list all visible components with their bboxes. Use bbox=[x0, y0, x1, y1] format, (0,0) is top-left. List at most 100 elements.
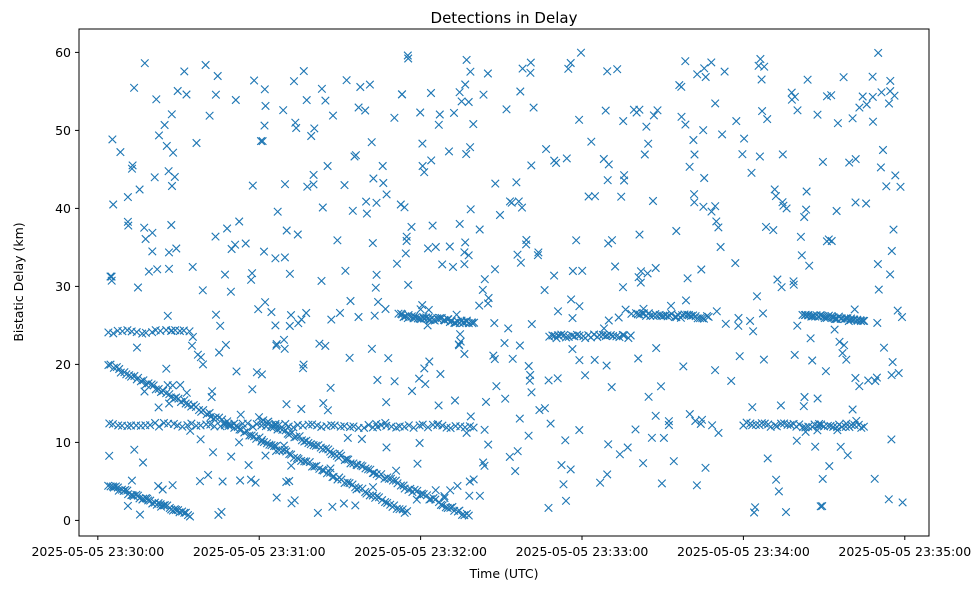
y-axis-label: Bistatic Delay (km) bbox=[11, 222, 26, 341]
data-point bbox=[516, 258, 526, 267]
data-point bbox=[868, 117, 878, 126]
data-point bbox=[211, 232, 220, 241]
data-point bbox=[372, 270, 381, 279]
data-point bbox=[534, 248, 543, 257]
data-point bbox=[852, 416, 861, 426]
data-point bbox=[382, 398, 391, 407]
data-point bbox=[805, 261, 814, 270]
data-point bbox=[634, 273, 643, 282]
data-point bbox=[138, 458, 148, 467]
data-point bbox=[210, 422, 219, 431]
data-point bbox=[280, 180, 290, 189]
data-point bbox=[415, 438, 424, 448]
data-point bbox=[707, 421, 717, 430]
data-point bbox=[826, 421, 835, 431]
data-point bbox=[434, 120, 443, 129]
data-point bbox=[813, 394, 822, 403]
data-point bbox=[681, 120, 690, 129]
data-point bbox=[836, 442, 845, 451]
data-point bbox=[566, 58, 575, 68]
data-point bbox=[711, 202, 720, 211]
data-point bbox=[683, 274, 692, 283]
data-point bbox=[604, 316, 613, 325]
data-point bbox=[311, 441, 321, 450]
data-point bbox=[392, 259, 402, 268]
data-point bbox=[877, 88, 886, 97]
data-point bbox=[132, 327, 141, 337]
data-point bbox=[286, 310, 296, 320]
data-point bbox=[109, 483, 118, 492]
data-point bbox=[436, 500, 446, 510]
data-point bbox=[445, 242, 454, 251]
data-point bbox=[327, 421, 336, 430]
data-point bbox=[769, 225, 778, 235]
data-point bbox=[735, 352, 744, 361]
data-point bbox=[793, 106, 802, 115]
x-tick-label: 2025-05-05 23:30:00 bbox=[31, 544, 164, 559]
data-point bbox=[627, 309, 636, 318]
data-point bbox=[452, 310, 461, 319]
data-point bbox=[841, 422, 850, 431]
data-point bbox=[235, 476, 245, 485]
data-point bbox=[825, 461, 834, 471]
data-point bbox=[700, 173, 709, 183]
data-point bbox=[196, 353, 206, 362]
data-point bbox=[572, 236, 581, 245]
data-point bbox=[153, 265, 162, 274]
data-point bbox=[262, 439, 272, 448]
data-point bbox=[518, 64, 527, 73]
y-tick-label: 10 bbox=[55, 435, 71, 450]
data-point bbox=[632, 108, 641, 117]
data-point bbox=[610, 262, 620, 271]
data-point bbox=[192, 138, 201, 148]
data-point bbox=[372, 198, 381, 207]
data-point bbox=[346, 296, 355, 306]
data-point bbox=[787, 95, 797, 104]
data-point bbox=[248, 422, 258, 432]
data-point bbox=[132, 343, 142, 352]
data-point bbox=[234, 438, 244, 447]
data-point bbox=[168, 381, 177, 390]
data-point bbox=[714, 428, 723, 438]
data-point bbox=[188, 262, 197, 272]
data-point bbox=[461, 238, 470, 247]
data-point bbox=[108, 135, 117, 144]
data-point bbox=[359, 423, 369, 433]
data-point bbox=[310, 462, 319, 471]
data-point bbox=[107, 276, 116, 285]
data-point bbox=[526, 58, 535, 67]
data-point bbox=[326, 464, 335, 473]
data-point bbox=[829, 422, 838, 432]
data-point bbox=[260, 298, 270, 307]
data-point bbox=[127, 164, 137, 173]
data-point bbox=[561, 496, 571, 505]
data-point bbox=[293, 230, 302, 239]
data-point bbox=[701, 463, 710, 472]
data-point bbox=[679, 362, 688, 371]
data-point bbox=[317, 276, 326, 286]
data-point bbox=[396, 200, 405, 209]
data-point bbox=[527, 388, 536, 397]
data-point bbox=[770, 185, 779, 194]
data-point bbox=[685, 409, 694, 419]
data-point bbox=[771, 475, 781, 484]
data-point bbox=[140, 387, 149, 396]
data-point bbox=[855, 382, 864, 391]
data-point bbox=[540, 285, 549, 295]
data-point bbox=[186, 426, 195, 435]
data-point bbox=[107, 272, 116, 281]
data-point bbox=[395, 505, 404, 514]
data-point bbox=[707, 58, 716, 67]
data-point bbox=[241, 239, 250, 248]
data-point bbox=[885, 270, 895, 279]
data-point bbox=[587, 137, 596, 146]
data-point bbox=[824, 235, 833, 244]
data-point bbox=[644, 139, 653, 148]
data-point bbox=[173, 86, 182, 96]
data-point bbox=[149, 381, 158, 390]
data-point bbox=[843, 451, 852, 460]
data-point bbox=[626, 331, 635, 340]
data-point bbox=[652, 343, 661, 353]
data-point bbox=[515, 341, 525, 350]
data-point bbox=[420, 168, 429, 177]
